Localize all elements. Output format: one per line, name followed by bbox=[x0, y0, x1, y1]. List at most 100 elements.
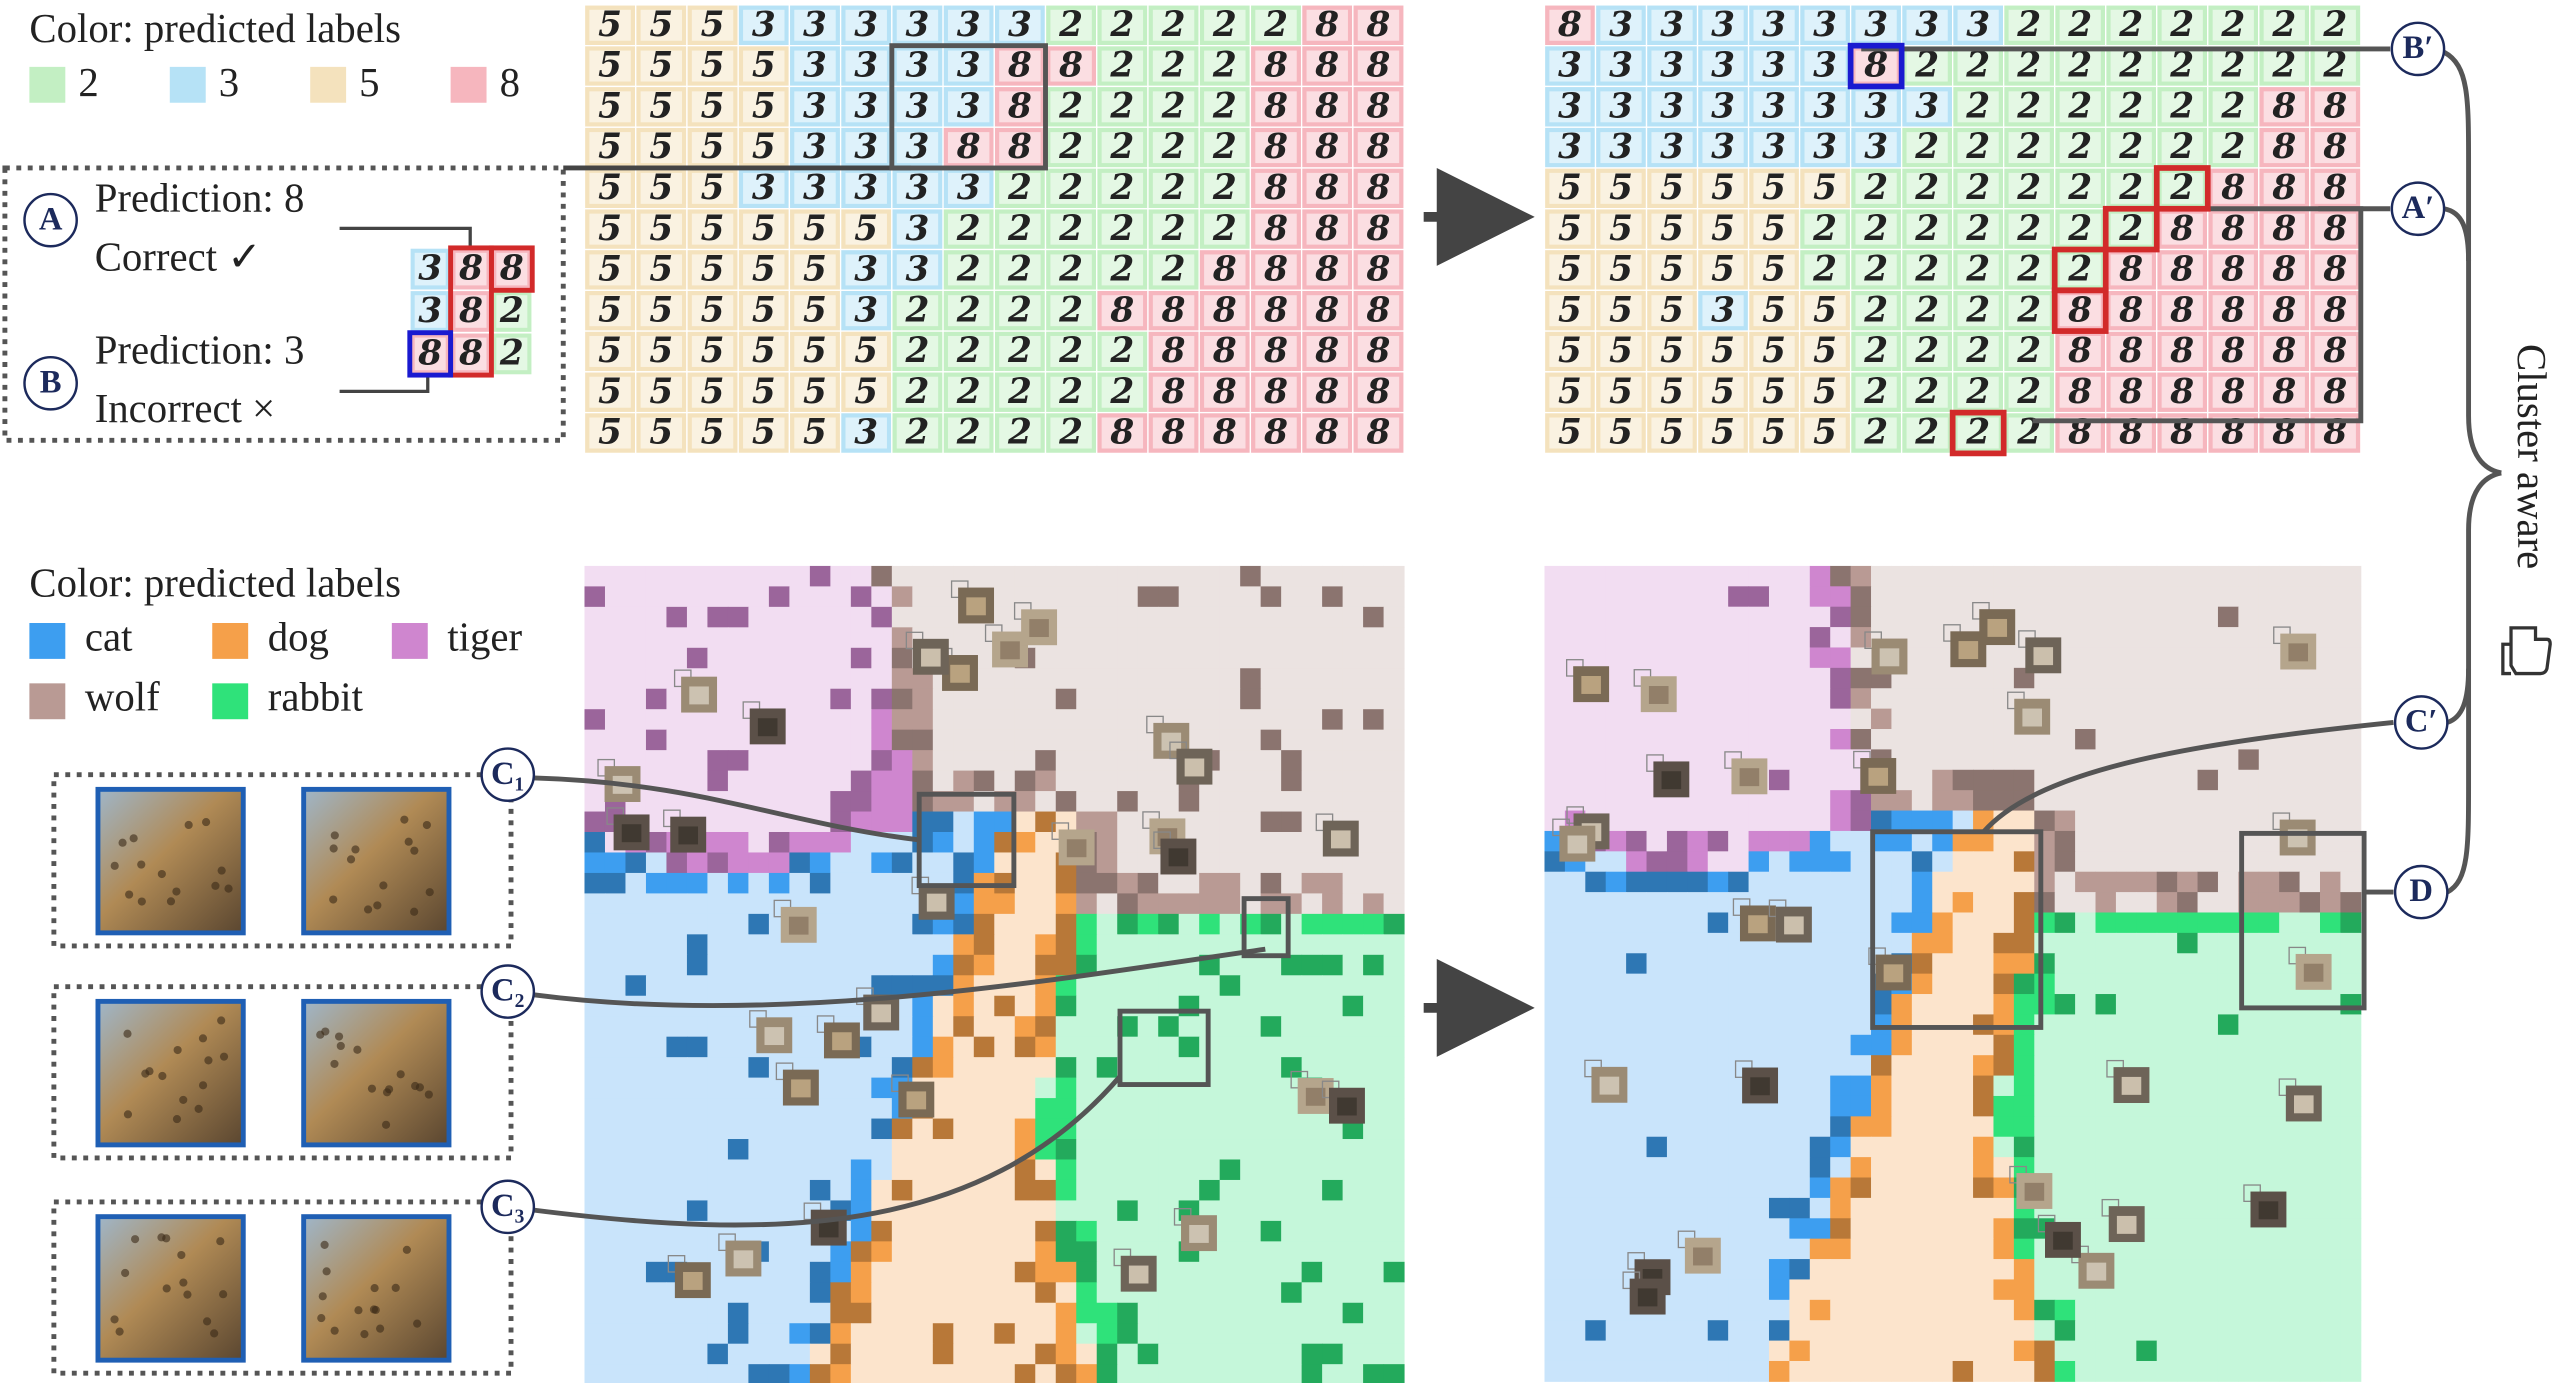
image-texture bbox=[318, 1292, 327, 1301]
map-cell bbox=[686, 729, 708, 751]
digit-cell-inner bbox=[1306, 91, 1348, 123]
digit-glyph: 5 bbox=[649, 46, 673, 86]
map-cell bbox=[2320, 749, 2341, 771]
map-cell bbox=[1076, 1200, 1098, 1222]
digit-cell-inner bbox=[1804, 172, 1846, 204]
map-cell bbox=[1076, 1241, 1098, 1263]
map-cell bbox=[1728, 994, 1750, 1015]
map-cell bbox=[830, 1057, 852, 1079]
map-cell bbox=[1564, 606, 1586, 628]
map-cell bbox=[1219, 852, 1241, 874]
map-cell bbox=[2217, 953, 2239, 975]
map-cell bbox=[1322, 1179, 1344, 1201]
thumbnail-detail bbox=[1693, 1247, 1713, 1266]
map-cell bbox=[1363, 852, 1385, 874]
digit-cell-inner bbox=[1549, 132, 1591, 164]
map-cell bbox=[1281, 1057, 1303, 1079]
map-cell bbox=[1666, 973, 1688, 995]
highlight-box bbox=[2051, 287, 2109, 334]
digit-cell-inner bbox=[1600, 417, 1642, 449]
map-cell bbox=[830, 709, 852, 731]
image-texture bbox=[410, 907, 419, 916]
map-cell bbox=[1687, 1116, 1709, 1138]
map-cell bbox=[1626, 1034, 1648, 1056]
map-cell bbox=[1544, 606, 1566, 628]
map-cell bbox=[1564, 1360, 1586, 1382]
map-cell bbox=[2034, 810, 2056, 832]
map-cell bbox=[1014, 1159, 1036, 1181]
digit-glyph: 5 bbox=[1660, 209, 1684, 249]
map-cell bbox=[1199, 791, 1221, 813]
map-cell bbox=[1952, 871, 1974, 893]
map-cell bbox=[1748, 565, 1770, 587]
map-cell bbox=[1871, 1116, 1892, 1138]
map-cell bbox=[2197, 1360, 2219, 1382]
map-cell bbox=[2054, 1034, 2076, 1056]
map-cell bbox=[2279, 1299, 2301, 1321]
map-cell bbox=[584, 1159, 606, 1181]
map-cell bbox=[1055, 565, 1077, 587]
map-cell bbox=[1830, 1116, 1852, 1138]
map-cell bbox=[2258, 790, 2280, 812]
map-cell bbox=[1830, 810, 1852, 832]
digit-cell-inner bbox=[455, 252, 487, 286]
map-cell bbox=[727, 709, 749, 731]
map-cell bbox=[2279, 851, 2301, 873]
digit-glyph: 2 bbox=[2016, 127, 2041, 167]
map-cell bbox=[1096, 688, 1118, 710]
map-cell bbox=[1666, 1014, 1688, 1036]
map-cell bbox=[1932, 1034, 1954, 1056]
map-cell bbox=[1240, 791, 1262, 813]
map-cell bbox=[1544, 1136, 1566, 1158]
highlight-box bbox=[2239, 830, 2367, 1011]
map-cell bbox=[932, 832, 954, 853]
image-texture bbox=[379, 881, 388, 890]
map-cell bbox=[2279, 912, 2301, 934]
map-cell bbox=[2156, 769, 2178, 791]
map-cell bbox=[2340, 790, 2362, 812]
digit-glyph: 2 bbox=[2067, 209, 2092, 249]
map-cell bbox=[1322, 627, 1344, 649]
digit-cell-inner bbox=[2161, 376, 2203, 408]
digit-glyph: 8 bbox=[1314, 46, 1339, 86]
map-cell bbox=[1626, 647, 1648, 669]
digit-cell-inner bbox=[999, 91, 1041, 123]
map-cell bbox=[2340, 810, 2362, 832]
map-cell bbox=[707, 770, 729, 792]
digit-glyph: 5 bbox=[1558, 250, 1582, 290]
map-cell bbox=[625, 1200, 647, 1222]
map-cell bbox=[2299, 1360, 2321, 1382]
map-cell bbox=[1891, 830, 1913, 852]
map-cell bbox=[1585, 1034, 1607, 1056]
map-cell bbox=[1281, 1159, 1303, 1181]
map-cell bbox=[1626, 1238, 1648, 1260]
map-cell bbox=[1240, 729, 1262, 751]
map-cell bbox=[1809, 667, 1831, 689]
map-cell bbox=[1301, 872, 1323, 894]
map-cell bbox=[1911, 1136, 1933, 1158]
digit-cell-inner bbox=[794, 295, 836, 327]
map-cell bbox=[1219, 1077, 1241, 1099]
map-cell bbox=[2075, 688, 2096, 710]
map-cell bbox=[1383, 770, 1405, 792]
digit-cell-inner bbox=[2314, 213, 2356, 245]
map-cell bbox=[625, 1343, 647, 1365]
thumbnail-detail bbox=[2024, 1182, 2045, 1201]
map-cell bbox=[1096, 750, 1118, 772]
digit-cell-inner bbox=[1050, 91, 1092, 123]
map-cell bbox=[850, 913, 872, 935]
map-cell bbox=[1240, 1364, 1262, 1383]
map-cell bbox=[2115, 1136, 2137, 1158]
map-cell bbox=[2299, 667, 2321, 689]
map-cell bbox=[994, 832, 1016, 853]
digit-glyph: 5 bbox=[598, 372, 622, 412]
map-cell bbox=[2054, 688, 2076, 710]
map-cell bbox=[1035, 954, 1057, 976]
map-cell bbox=[1383, 1241, 1405, 1263]
map-cell bbox=[1363, 1261, 1385, 1283]
map-cell bbox=[1281, 872, 1303, 894]
map-cell bbox=[604, 1159, 626, 1181]
map-cell bbox=[912, 1364, 934, 1383]
legend-title: Color: predicted labels bbox=[29, 6, 401, 51]
map-cell bbox=[2156, 892, 2178, 913]
